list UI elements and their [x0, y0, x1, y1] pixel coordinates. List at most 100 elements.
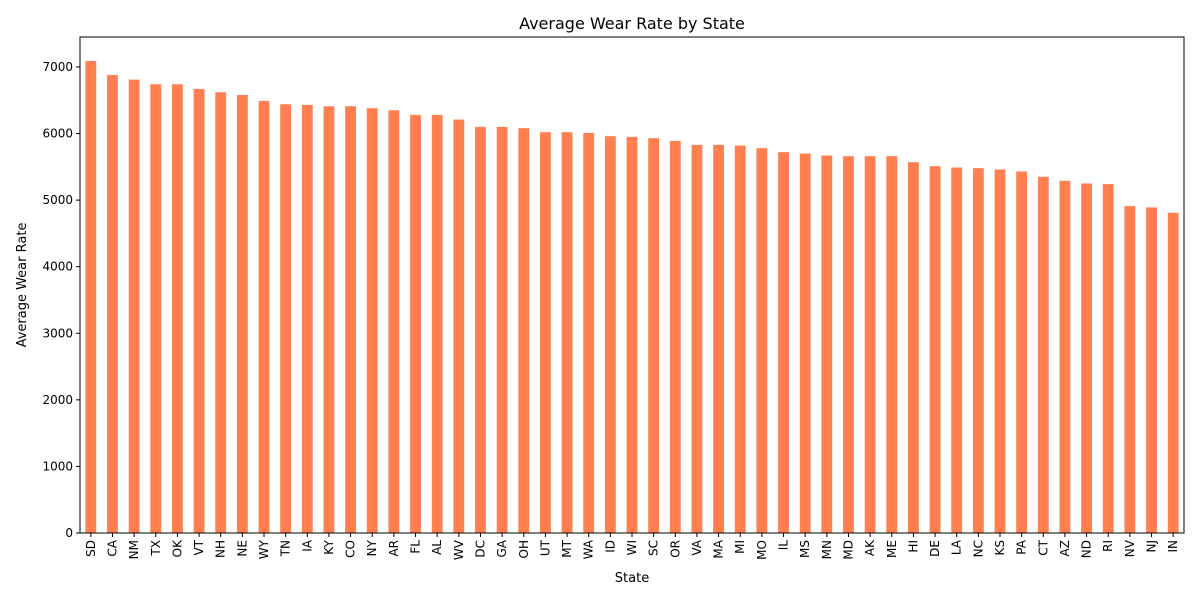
- bar-nh: [215, 92, 227, 533]
- x-tick-label: NE: [235, 540, 249, 557]
- x-tick-label: OR: [668, 540, 682, 558]
- x-tick-label: CA: [105, 539, 119, 556]
- x-tick-label: MD: [841, 540, 855, 560]
- x-tick-label: PA: [1015, 539, 1029, 554]
- plot-frame: [79, 36, 1185, 534]
- bar-ks: [994, 169, 1006, 533]
- x-tick-label: CO: [344, 540, 358, 558]
- x-tick-label: MS: [798, 540, 812, 558]
- x-tick-label: CT: [1036, 539, 1050, 555]
- y-tick-label: 2000: [42, 393, 73, 407]
- x-tick-label: TX: [149, 540, 163, 557]
- x-tick-label: WV: [452, 539, 466, 560]
- y-axis-label: Average Wear Rate: [15, 223, 30, 348]
- bar-de: [929, 166, 941, 533]
- x-tick-label: MN: [820, 540, 834, 559]
- x-axis: SD CA NM TX OK VT NH NE WY TN IA KY CO NY AR FL AL WV DC GA…: [84, 533, 1180, 560]
- x-tick-label: WY: [257, 539, 271, 559]
- bar-mo: [756, 148, 768, 533]
- bar-mi: [734, 145, 746, 533]
- bar-ma: [713, 144, 724, 533]
- bar-ms: [799, 153, 811, 533]
- bar-ak: [864, 156, 876, 533]
- bar-in: [1167, 212, 1179, 533]
- x-tick-label: NJ: [1145, 540, 1159, 553]
- x-tick-label: NM: [127, 540, 141, 559]
- bar-ri: [1102, 184, 1114, 534]
- x-tick-label: KS: [993, 540, 1007, 556]
- bar-nc: [972, 168, 984, 533]
- bar-wa: [583, 132, 595, 533]
- x-tick-label: SC: [647, 540, 661, 556]
- x-axis-label: State: [615, 571, 649, 586]
- bar-sc: [648, 138, 660, 533]
- x-tick-label: ND: [1080, 540, 1094, 558]
- bar-oh: [518, 128, 530, 533]
- x-tick-label: WI: [625, 540, 639, 555]
- x-tick-label: IL: [777, 540, 791, 551]
- bar-tn: [280, 104, 292, 533]
- bar-nj: [1146, 207, 1157, 534]
- x-tick-label: ME: [885, 540, 899, 558]
- bar-ne: [236, 94, 248, 533]
- x-tick-label: FL: [409, 540, 423, 554]
- y-tick-label: 1000: [42, 459, 73, 473]
- x-tick-label: NV: [1123, 539, 1137, 557]
- bar-co: [345, 106, 356, 533]
- bar-ar: [388, 110, 400, 534]
- x-tick-label: LA: [950, 539, 964, 555]
- x-tick-label: HI: [906, 540, 920, 553]
- x-tick-label: VT: [192, 539, 206, 555]
- bar-ut: [540, 132, 551, 533]
- x-tick-label: SD: [84, 540, 98, 557]
- bar-il: [778, 152, 789, 533]
- bar-wy: [258, 100, 270, 533]
- y-tick-label: 5000: [42, 193, 73, 207]
- bar-ky: [323, 106, 335, 533]
- bar-nm: [128, 79, 140, 533]
- x-tick-label: AR: [387, 540, 401, 557]
- x-tick-label: AZ: [1058, 540, 1072, 556]
- bar-ia: [301, 104, 313, 533]
- bar-wv: [453, 119, 465, 534]
- bar-vt: [193, 88, 205, 533]
- bar-la: [951, 167, 963, 533]
- bar-nd: [1081, 183, 1092, 534]
- x-tick-label: TN: [279, 540, 293, 557]
- bar-id: [604, 136, 616, 533]
- x-tick-label: RI: [1101, 540, 1115, 552]
- x-tick-label: OK: [170, 539, 184, 557]
- x-tick-label: NH: [214, 540, 228, 558]
- x-tick-label: MO: [755, 540, 769, 560]
- bar-tx: [150, 84, 162, 533]
- bar-nv: [1124, 206, 1136, 534]
- y-tick-label: 3000: [42, 326, 73, 340]
- y-tick-label: 0: [65, 526, 73, 540]
- bar-az: [1059, 180, 1071, 534]
- bar-hi: [908, 162, 919, 533]
- x-tick-label: UT: [538, 539, 552, 556]
- bar-ga: [496, 126, 508, 533]
- bar-va: [691, 144, 703, 533]
- chart-title: Average Wear Rate by State: [519, 14, 745, 33]
- bar-ok: [172, 84, 183, 533]
- x-tick-label: DE: [928, 540, 942, 557]
- bar-fl: [410, 114, 421, 534]
- y-axis: 0 1000 2000 3000 4000 5000 6000 7000: [42, 60, 80, 540]
- bar-sd: [85, 60, 97, 534]
- bar-md: [843, 156, 854, 533]
- bar-me: [886, 156, 898, 533]
- x-tick-label: VA: [690, 539, 704, 555]
- bar-mn: [821, 155, 833, 533]
- x-tick-label: MI: [733, 540, 747, 554]
- bar-al: [431, 114, 443, 534]
- bar-dc: [475, 126, 486, 533]
- x-tick-label: OH: [517, 540, 531, 558]
- x-tick-label: MT: [560, 539, 574, 557]
- x-tick-label: NC: [971, 540, 985, 557]
- y-tick-label: 7000: [42, 60, 73, 74]
- bar-wi: [626, 136, 638, 533]
- bar-ct: [1037, 176, 1049, 534]
- x-tick-label: MA: [712, 539, 726, 558]
- x-tick-label: GA: [495, 539, 509, 557]
